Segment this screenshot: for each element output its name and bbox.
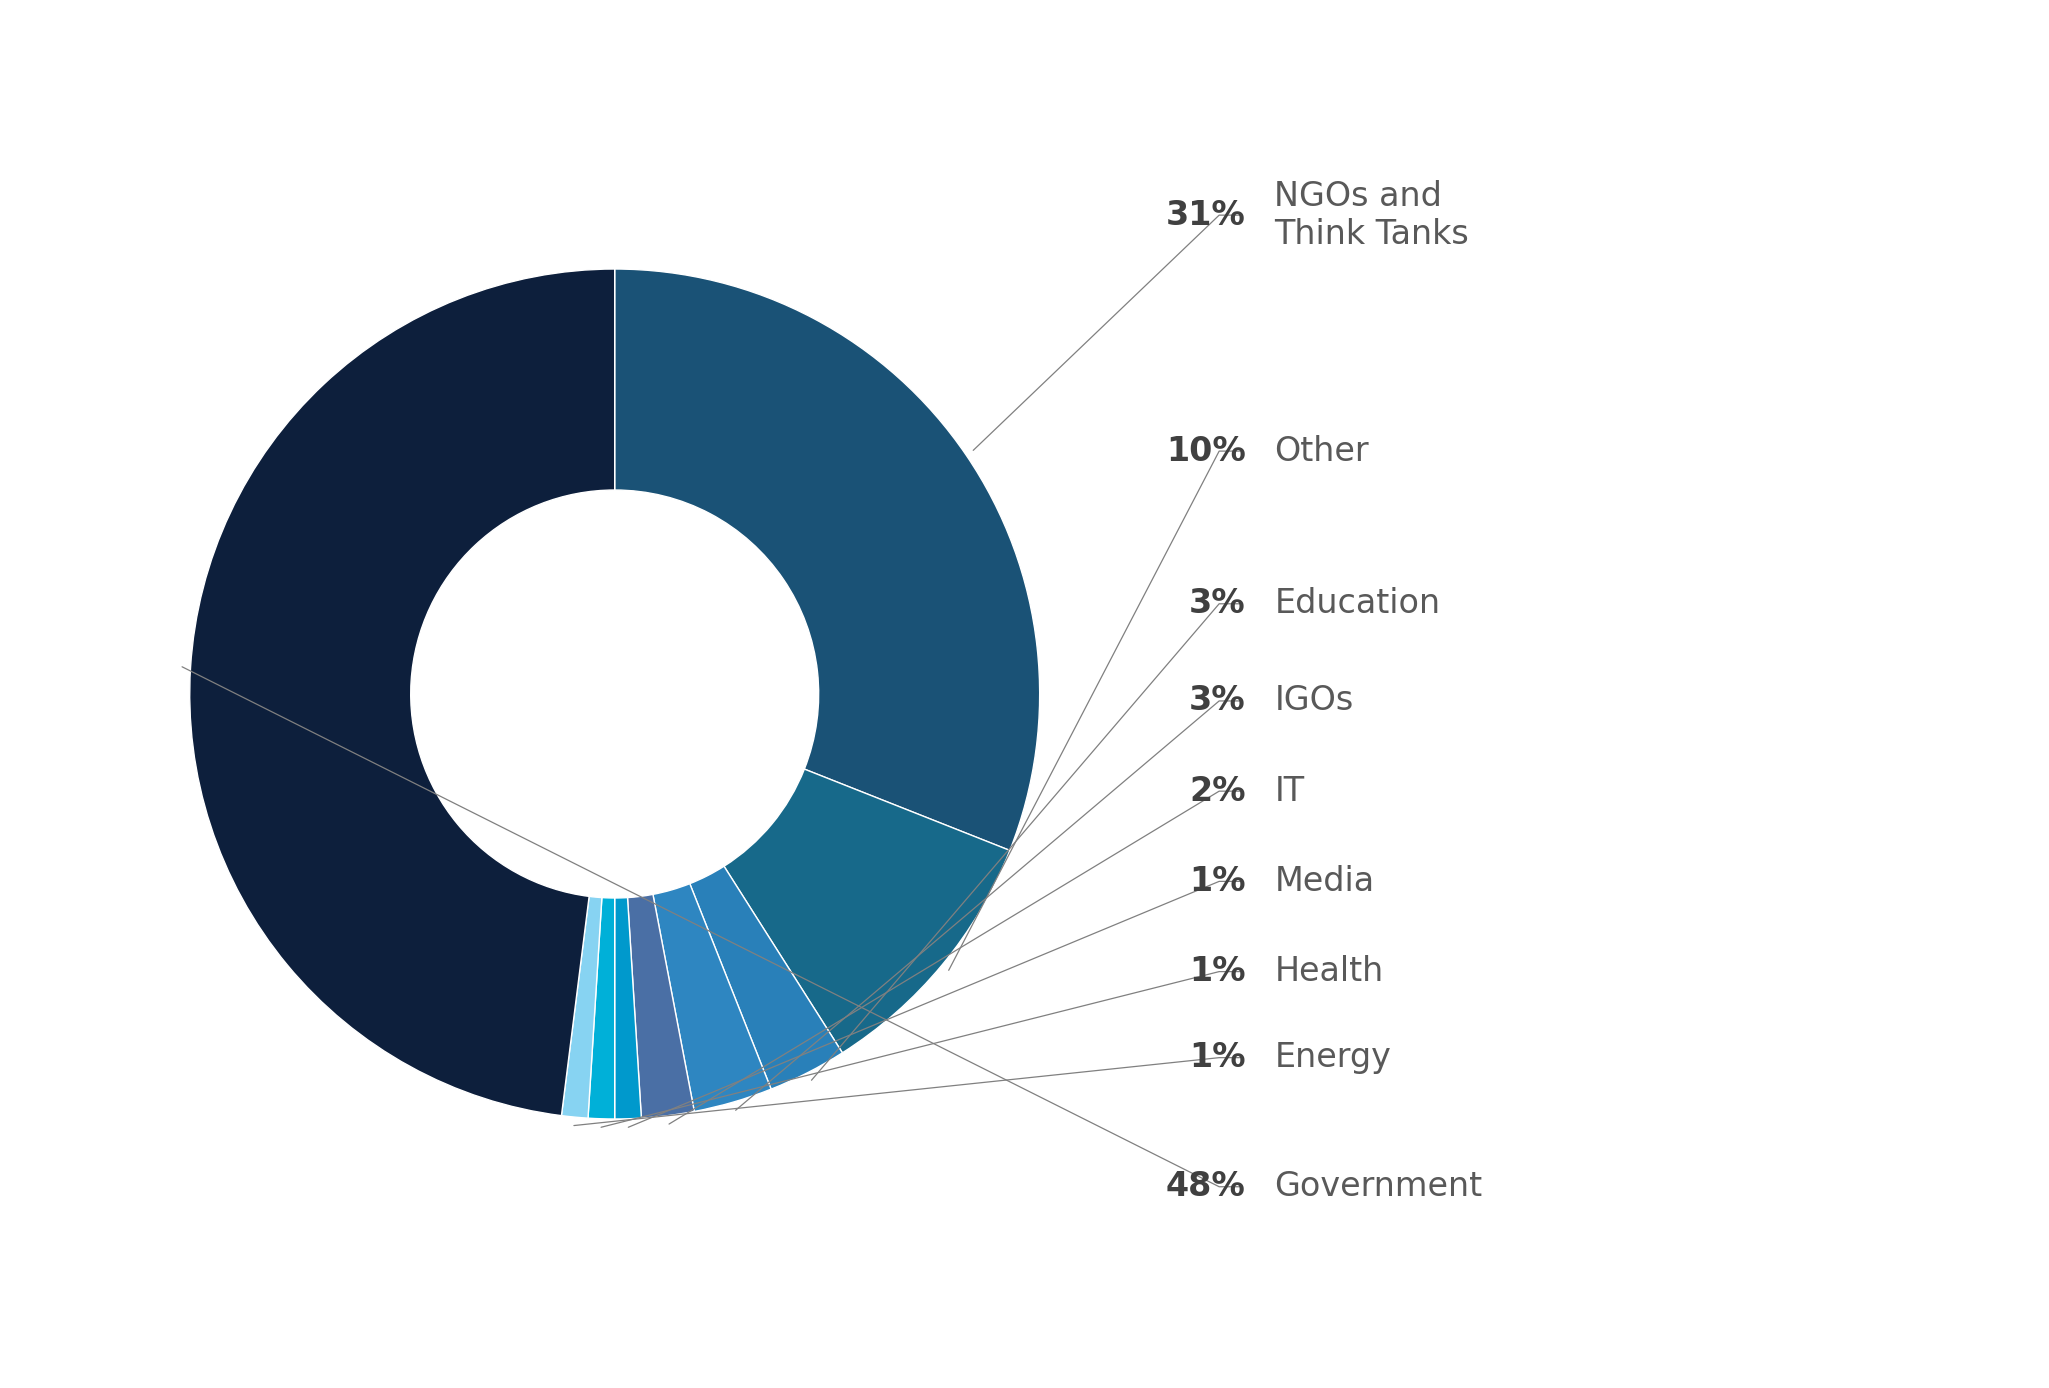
Text: IT: IT bbox=[1274, 775, 1305, 808]
Text: Energy: Energy bbox=[1274, 1041, 1391, 1074]
Wedge shape bbox=[588, 898, 615, 1119]
Text: NGOs and
Think Tanks: NGOs and Think Tanks bbox=[1274, 179, 1469, 251]
Text: IGOs: IGOs bbox=[1274, 684, 1354, 718]
Text: 2%: 2% bbox=[1188, 775, 1246, 808]
Text: Education: Education bbox=[1274, 587, 1440, 620]
Wedge shape bbox=[691, 866, 842, 1090]
Text: Government: Government bbox=[1274, 1170, 1483, 1203]
Wedge shape bbox=[615, 269, 1039, 851]
Text: 48%: 48% bbox=[1166, 1170, 1246, 1203]
Text: 3%: 3% bbox=[1188, 587, 1246, 620]
Wedge shape bbox=[615, 898, 641, 1119]
Text: Media: Media bbox=[1274, 865, 1375, 898]
Text: Health: Health bbox=[1274, 955, 1383, 988]
Text: 10%: 10% bbox=[1166, 434, 1246, 468]
Wedge shape bbox=[627, 894, 695, 1119]
Text: 31%: 31% bbox=[1166, 198, 1246, 232]
Wedge shape bbox=[561, 897, 602, 1119]
Text: Other: Other bbox=[1274, 434, 1369, 468]
Text: 1%: 1% bbox=[1188, 955, 1246, 988]
Text: 1%: 1% bbox=[1188, 865, 1246, 898]
Text: 3%: 3% bbox=[1188, 684, 1246, 718]
Text: 1%: 1% bbox=[1188, 1041, 1246, 1074]
Wedge shape bbox=[654, 884, 770, 1112]
Wedge shape bbox=[723, 769, 1010, 1053]
Wedge shape bbox=[191, 269, 615, 1116]
